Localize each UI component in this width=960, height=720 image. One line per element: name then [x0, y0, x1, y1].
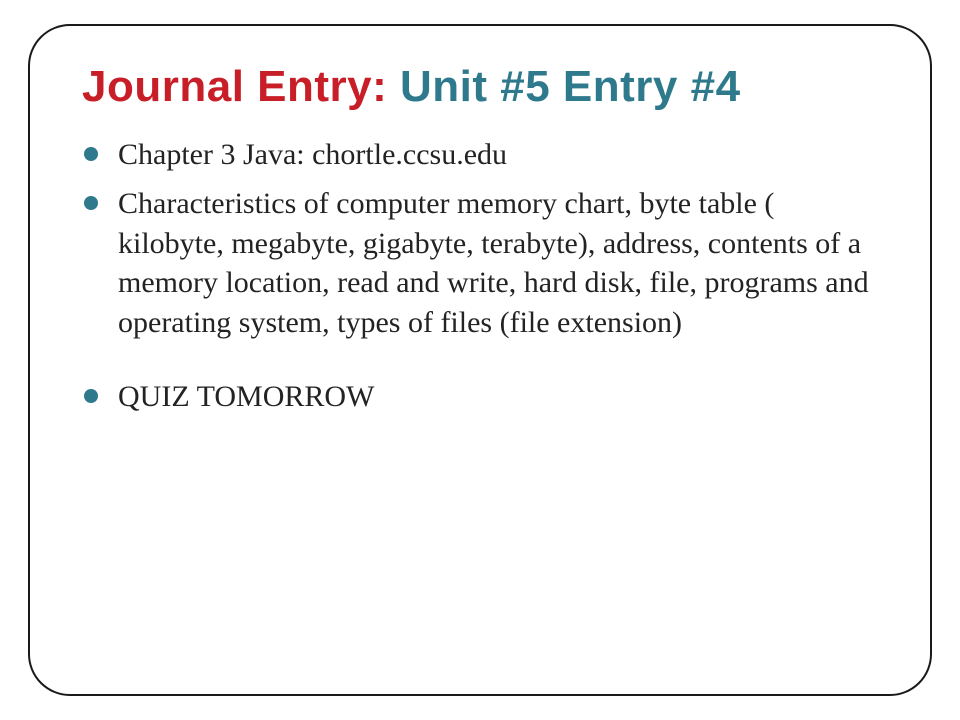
slide-frame: Journal Entry: Unit #5 Entry #4 Chapter …	[28, 24, 932, 696]
list-item: Characteristics of computer memory chart…	[110, 184, 872, 342]
list-item: QUIZ TOMORROW	[110, 377, 872, 417]
bullet-text: Characteristics of computer memory chart…	[118, 187, 869, 339]
bullet-text: QUIZ TOMORROW	[118, 380, 374, 413]
slide-title: Journal Entry: Unit #5 Entry #4	[82, 62, 878, 113]
slide-canvas: Journal Entry: Unit #5 Entry #4 Chapter …	[0, 0, 960, 720]
title-lead: Journal Entry:	[82, 62, 387, 111]
title-rest: Unit #5 Entry #4	[387, 62, 740, 111]
list-item: Chapter 3 Java: chortle.ccsu.edu	[110, 135, 872, 175]
bullet-text: Chapter 3 Java: chortle.ccsu.edu	[118, 138, 507, 171]
bullet-list: Chapter 3 Java: chortle.ccsu.edu Charact…	[82, 135, 878, 417]
